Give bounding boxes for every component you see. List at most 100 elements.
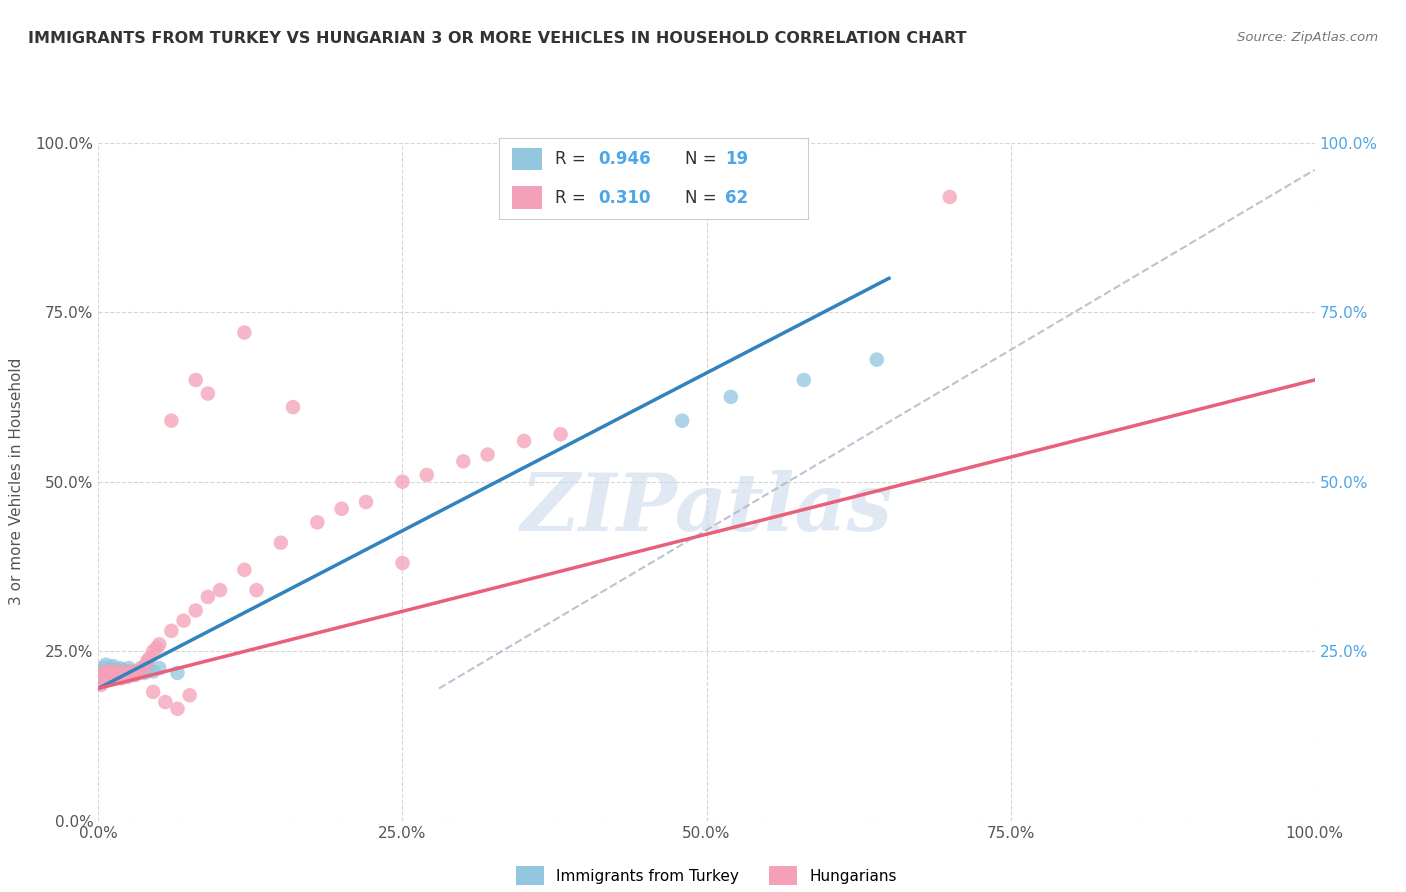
Point [184,373,207,387]
Point [550,427,572,442]
Point [233,563,256,577]
Point [281,400,304,414]
Point [307,516,329,530]
Point [111,668,134,682]
Point [124,668,146,682]
Point [97,665,120,680]
Point [100,661,122,675]
Point [101,659,124,673]
Text: 0.946: 0.946 [598,150,651,168]
Point [148,637,170,651]
Point [330,501,353,516]
Point [197,590,219,604]
Point [146,640,169,655]
Point [138,651,160,665]
Point [94,657,117,672]
Text: IMMIGRANTS FROM TURKEY VS HUNGARIAN 3 OR MORE VEHICLES IN HOUSEHOLD CORRELATION : IMMIGRANTS FROM TURKEY VS HUNGARIAN 3 OR… [28,31,966,46]
Point [142,665,165,679]
Point [117,670,139,684]
Bar [512,186,543,209]
Text: ZIPatlas: ZIPatlas [520,470,893,548]
Point [98,668,121,682]
Point [245,583,267,598]
Point [91,674,114,689]
Text: 62: 62 [725,189,748,207]
Point [155,695,177,709]
Point [94,671,117,685]
Point [197,386,219,401]
Point [939,190,962,204]
Point [793,373,815,387]
Text: 19: 19 [725,150,748,168]
Point [513,434,536,448]
Point [118,661,141,675]
Point [142,644,165,658]
Text: R =: R = [555,189,591,207]
Point [89,671,111,685]
Point [453,454,475,468]
Point [173,614,195,628]
Point [184,603,207,617]
Point [391,475,413,489]
Point [416,467,439,482]
Text: N =: N = [685,189,721,207]
Point [114,665,136,680]
Point [118,668,141,682]
Point [160,414,183,428]
Point [270,535,292,549]
Point [391,556,413,570]
Point [166,702,188,716]
Point [105,668,128,682]
Text: Source: ZipAtlas.com: Source: ZipAtlas.com [1237,31,1378,45]
Point [111,663,134,677]
Point [148,661,170,675]
Point [103,665,125,680]
Point [160,624,183,638]
Point [107,665,129,680]
Point [124,668,146,682]
Point [134,659,156,673]
Point [477,448,499,462]
Point [129,663,152,677]
Point [121,665,143,679]
Point [142,685,165,699]
Point [98,670,121,684]
Point [121,665,143,680]
Point [105,663,128,677]
Point [166,665,188,680]
Point [127,665,149,679]
Point [93,671,115,685]
Point [101,665,124,679]
Point [671,414,693,428]
Point [107,670,129,684]
Point [91,661,114,675]
Text: N =: N = [685,150,721,168]
Point [91,665,114,679]
Text: R =: R = [555,150,591,168]
Point [101,668,124,682]
Point [103,668,125,682]
Point [104,671,127,685]
Point [110,661,132,675]
Legend: Immigrants from Turkey, Hungarians: Immigrants from Turkey, Hungarians [510,860,903,891]
Point [96,665,118,680]
Point [90,678,112,692]
Point [354,495,377,509]
Bar [512,148,543,170]
Y-axis label: 3 or more Vehicles in Household: 3 or more Vehicles in Household [10,358,24,606]
Point [720,390,742,404]
Point [136,661,159,675]
Point [110,668,132,682]
Point [179,688,201,702]
Point [134,665,156,680]
Point [96,668,118,682]
Text: 0.310: 0.310 [598,189,651,207]
Point [91,668,114,682]
Point [129,661,152,675]
Point [100,665,122,679]
Point [136,654,159,668]
Point [866,352,889,367]
Point [90,668,112,682]
Point [110,671,132,685]
Point [101,670,124,684]
